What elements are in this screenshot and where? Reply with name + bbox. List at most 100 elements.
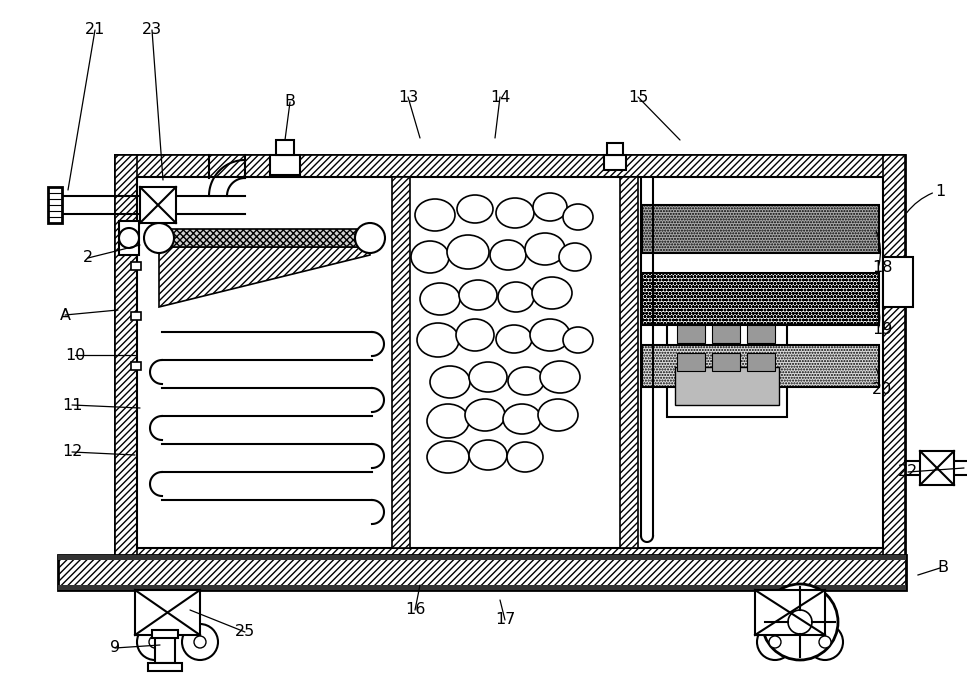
Ellipse shape [427, 404, 469, 438]
Bar [677, 325, 705, 343]
Ellipse shape [456, 319, 494, 351]
Bar [115, 155, 137, 570]
Bar [883, 257, 913, 307]
Circle shape [119, 228, 139, 248]
Ellipse shape [430, 366, 470, 398]
Text: 10: 10 [65, 347, 85, 362]
Circle shape [757, 624, 793, 660]
Ellipse shape [459, 280, 497, 310]
Circle shape [137, 624, 173, 660]
Ellipse shape [490, 240, 526, 270]
Bar [115, 548, 905, 570]
Ellipse shape [469, 362, 507, 392]
Ellipse shape [496, 325, 532, 353]
Bar [675, 367, 779, 405]
Ellipse shape [508, 367, 544, 395]
Text: 21: 21 [85, 22, 105, 37]
Bar [155, 635, 175, 663]
Bar [115, 155, 905, 570]
Circle shape [807, 624, 843, 660]
Bar [152, 630, 178, 638]
Ellipse shape [496, 198, 534, 228]
Bar [712, 325, 740, 343]
Bar [620, 177, 638, 548]
Ellipse shape [457, 195, 493, 223]
Bar [115, 155, 905, 177]
Bar [140, 187, 176, 223]
Bar [276, 140, 294, 155]
Text: 25: 25 [235, 624, 255, 640]
Circle shape [149, 636, 161, 648]
Text: 2: 2 [83, 250, 93, 265]
Text: 15: 15 [628, 89, 648, 104]
Circle shape [182, 624, 218, 660]
Bar [392, 177, 410, 548]
Circle shape [355, 223, 385, 253]
Text: 13: 13 [397, 89, 418, 104]
Bar [119, 221, 139, 255]
Bar [148, 663, 182, 671]
Bar [58, 555, 906, 590]
Text: 11: 11 [62, 397, 82, 412]
Ellipse shape [563, 327, 593, 353]
Bar [607, 143, 623, 155]
Circle shape [194, 636, 206, 648]
Text: 9: 9 [110, 640, 120, 655]
Bar [131, 262, 141, 270]
Bar [137, 177, 883, 548]
Circle shape [762, 584, 838, 660]
Text: 14: 14 [490, 89, 511, 104]
Ellipse shape [498, 282, 534, 312]
Text: 18: 18 [871, 261, 893, 276]
Ellipse shape [411, 241, 449, 273]
Bar [604, 155, 626, 170]
Ellipse shape [533, 193, 567, 221]
Bar [755, 590, 825, 635]
Bar [642, 205, 879, 253]
Ellipse shape [525, 233, 565, 265]
Bar [667, 277, 787, 417]
Circle shape [769, 636, 781, 648]
Bar [48, 187, 62, 223]
Ellipse shape [420, 283, 460, 315]
Bar [677, 353, 705, 371]
Text: 17: 17 [495, 613, 515, 628]
Bar [58, 585, 906, 590]
Ellipse shape [465, 399, 505, 431]
Text: 23: 23 [142, 22, 162, 37]
Bar [159, 229, 370, 247]
Circle shape [819, 636, 831, 648]
Bar [270, 155, 300, 175]
Text: B: B [284, 95, 296, 110]
Bar [883, 155, 905, 570]
Ellipse shape [538, 399, 578, 431]
Ellipse shape [540, 361, 580, 393]
Ellipse shape [469, 440, 507, 470]
Bar [135, 590, 200, 635]
Ellipse shape [563, 204, 593, 230]
Ellipse shape [532, 277, 572, 309]
Bar [131, 312, 141, 320]
Ellipse shape [503, 404, 541, 434]
Ellipse shape [530, 319, 570, 351]
Text: 19: 19 [872, 322, 893, 338]
Text: 12: 12 [62, 445, 82, 460]
Bar [642, 273, 879, 325]
Circle shape [788, 610, 812, 634]
Ellipse shape [427, 441, 469, 473]
Text: 20: 20 [872, 383, 893, 397]
Text: 22: 22 [898, 464, 918, 479]
Bar [712, 353, 740, 371]
Ellipse shape [417, 323, 459, 357]
Ellipse shape [415, 199, 455, 231]
Text: 16: 16 [405, 603, 425, 617]
Circle shape [144, 223, 174, 253]
Ellipse shape [507, 442, 543, 472]
Text: 1: 1 [935, 185, 945, 200]
Text: B: B [937, 561, 949, 575]
Bar [747, 353, 775, 371]
Bar [58, 555, 906, 560]
Bar [131, 362, 141, 370]
Bar [642, 345, 879, 387]
Ellipse shape [447, 235, 489, 269]
